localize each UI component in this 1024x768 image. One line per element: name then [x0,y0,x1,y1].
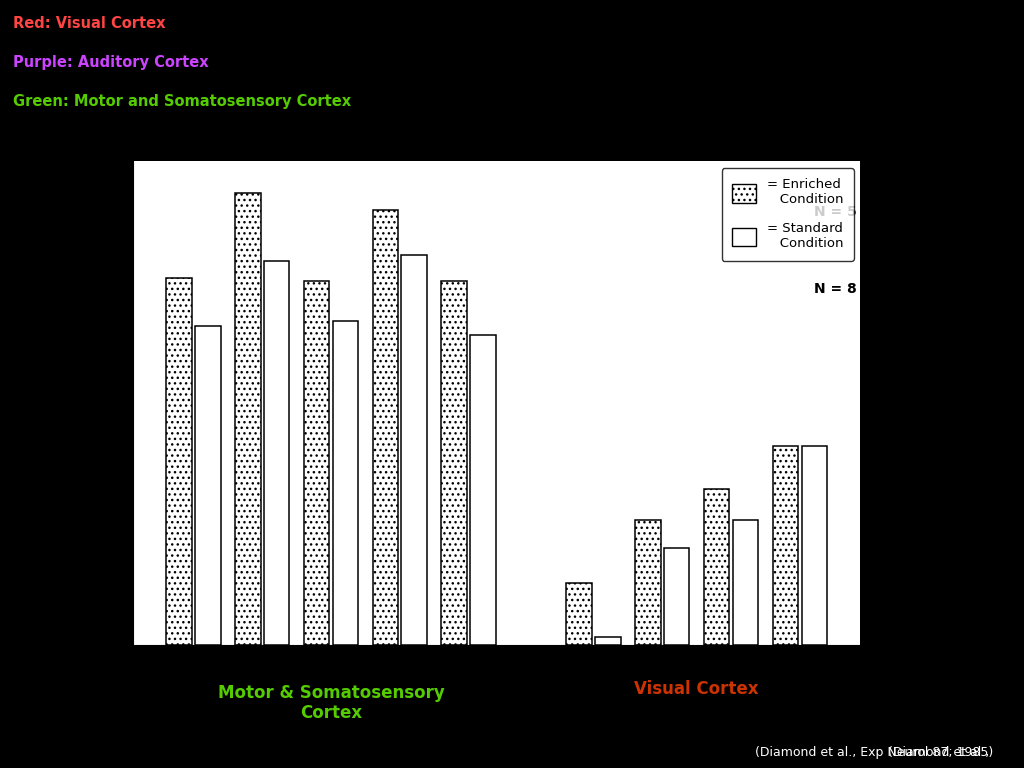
Text: Green: Motor and Somatosensory Cortex: Green: Motor and Somatosensory Cortex [13,94,351,109]
Text: Purple: Auditory Cortex: Purple: Auditory Cortex [13,55,209,70]
Bar [304,281,330,645]
Text: N = 5: N = 5 [814,205,856,219]
Text: Visual Cortex: Visual Cortex [635,680,759,697]
Bar [401,255,427,645]
Text: Motor & Somatosensory
Cortex: Motor & Somatosensory Cortex [218,684,444,723]
Bar [664,548,689,645]
Bar [333,321,358,645]
Bar [264,261,290,645]
Bar [166,278,191,645]
Text: Enrichment between 766-904 days of age: Enrichment between 766-904 days of age [471,139,860,157]
Bar [470,335,496,645]
Text: Red: Visual Cortex: Red: Visual Cortex [13,15,166,31]
Bar [733,520,759,645]
Bar [373,210,398,645]
Text: N = 8: N = 8 [814,283,856,296]
Bar [566,582,592,645]
Bar [441,281,467,645]
Y-axis label: Thickness (cm): Thickness (cm) [78,333,95,473]
Bar [773,446,799,645]
Legend: = Enriched
   Condition, = Standard
   Condition: = Enriched Condition, = Standard Conditi… [722,168,854,261]
Bar [635,520,660,645]
Bar [195,326,220,645]
Bar [234,193,260,645]
Text: (Diamond et al.,: (Diamond et al., [888,746,993,759]
Bar [595,637,621,645]
Bar [703,488,729,645]
Text: (Diamond et al., Exp Neurol 87; 1985): (Diamond et al., Exp Neurol 87; 1985) [755,746,993,759]
Bar [802,446,827,645]
